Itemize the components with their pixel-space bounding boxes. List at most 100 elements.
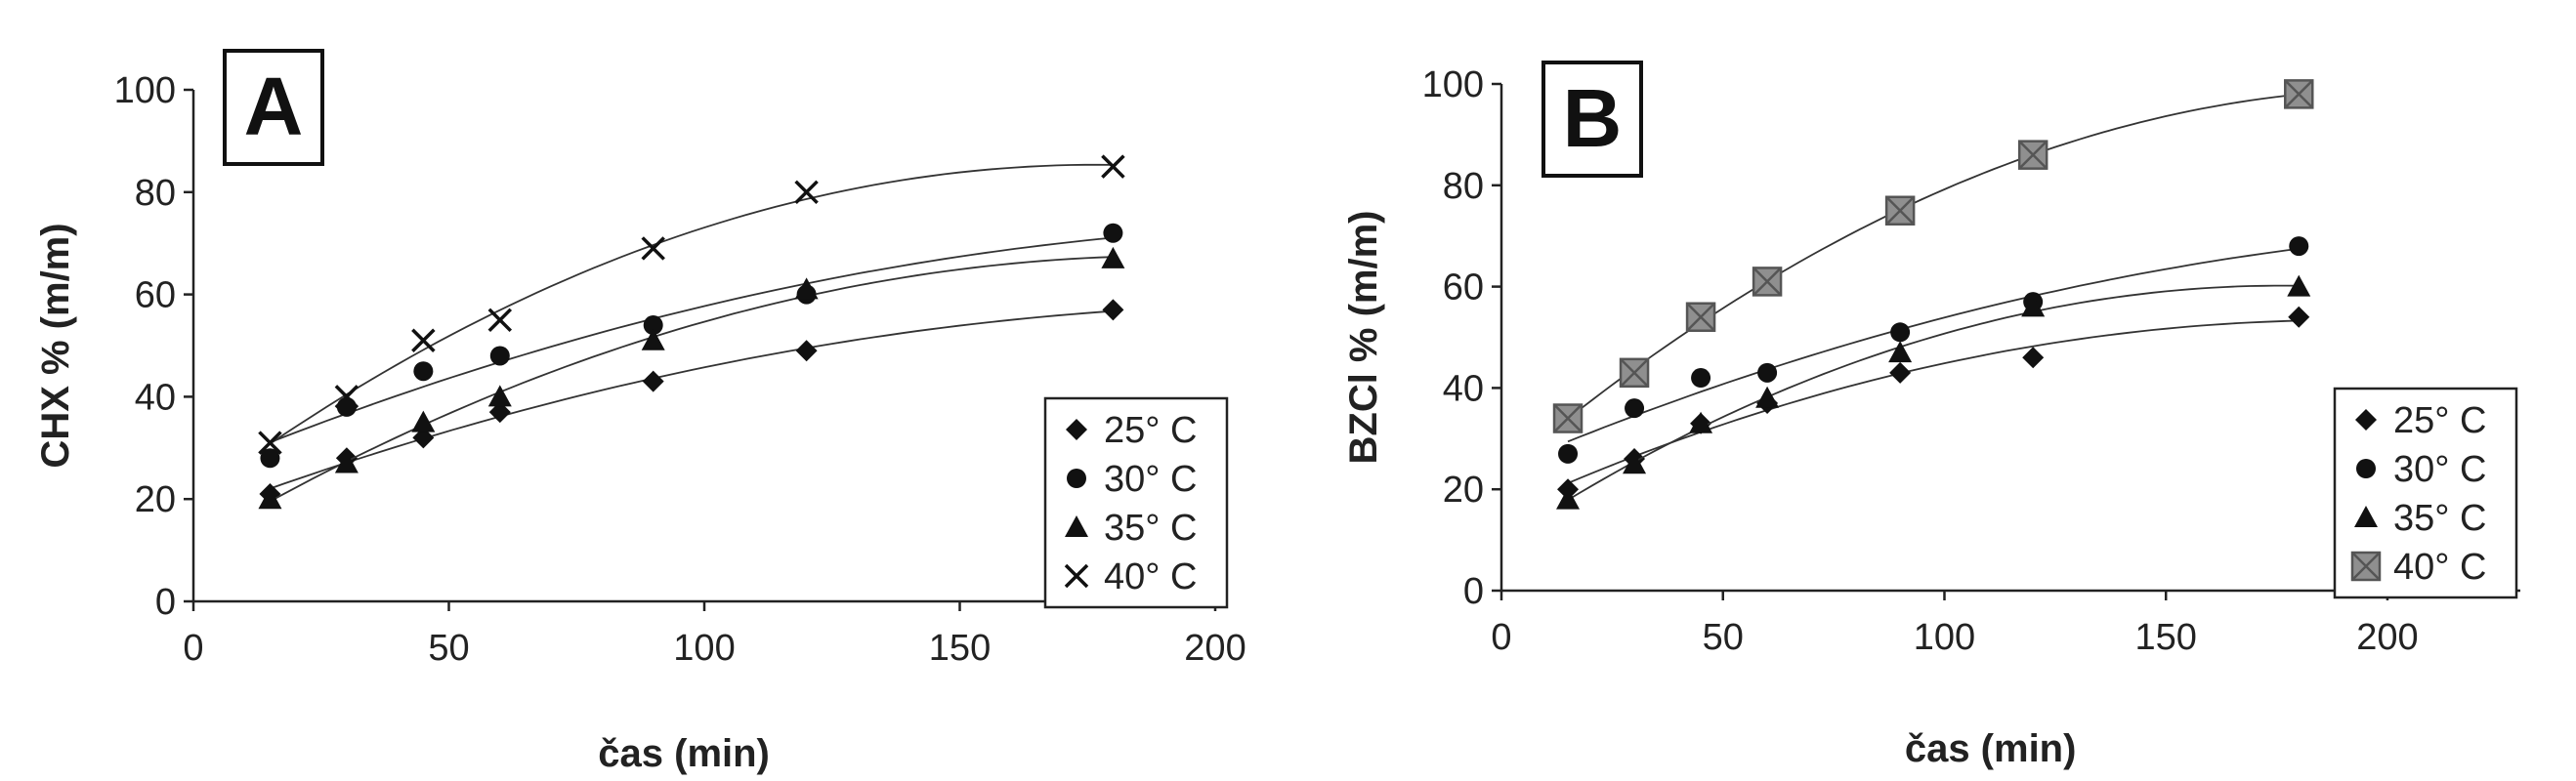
trendline (270, 309, 1114, 490)
data-point (487, 308, 513, 333)
x-tick-label: 100 (673, 628, 735, 669)
trendline (1567, 247, 2300, 443)
data-point (1689, 411, 1713, 433)
legend-marker (2356, 459, 2376, 478)
data-point (411, 328, 436, 352)
x-tick-label: 150 (2135, 617, 2197, 658)
series-2 (260, 223, 1123, 469)
series-4 (1552, 79, 2314, 433)
legend-item: 35° C (1065, 508, 1197, 549)
legend-item: 25° C (1066, 410, 1197, 451)
legend-item: 40° C (2350, 547, 2486, 588)
y-tick-label: 40 (135, 377, 176, 418)
data-point-cross (1686, 302, 1715, 332)
data-point (1101, 246, 1125, 268)
data-point (1888, 341, 1913, 363)
y-tick-label: 80 (135, 173, 176, 214)
data-point-cross (1620, 357, 1649, 388)
legend-label: 30° C (1104, 459, 1197, 500)
data-point (795, 340, 818, 362)
data-point (1757, 362, 1778, 383)
data-point (1556, 487, 1581, 510)
legend-marker (1064, 563, 1089, 589)
trendline (1567, 284, 2300, 501)
data-point (412, 427, 435, 449)
data-point (642, 370, 664, 392)
panel-label: B (1563, 72, 1623, 164)
data-point (488, 401, 511, 424)
legend-marker-cross (2351, 552, 2381, 581)
legend-label: 35° C (2393, 498, 2486, 539)
series-3 (1556, 274, 2311, 510)
data-point-cross (2284, 79, 2314, 109)
legend-marker (2354, 506, 2378, 527)
legend: 25° C 30° C 35° C 40° C (1043, 396, 1229, 609)
data-point (641, 328, 665, 350)
x-tick-label: 0 (183, 628, 203, 669)
data-point (2022, 347, 2045, 369)
data-point (1755, 386, 1780, 408)
x-tick-label: 200 (1184, 628, 1246, 669)
trendline (1567, 319, 2300, 484)
data-point (258, 487, 282, 510)
data-point (411, 410, 436, 432)
legend-marker (1065, 515, 1088, 537)
data-point (1558, 443, 1579, 464)
data-point (336, 396, 357, 417)
legend-item: 30° C (1067, 459, 1197, 500)
data-point (1691, 368, 1711, 389)
data-point (260, 448, 280, 469)
panel-label-box (223, 49, 324, 166)
legend-marker (1067, 469, 1086, 488)
data-point (487, 385, 512, 407)
x-tick-label: 150 (929, 628, 991, 669)
data-point (794, 277, 819, 300)
x-axis-label: čas (min) (1905, 727, 2077, 770)
series-1 (259, 299, 1124, 505)
legend-marker (2355, 409, 2377, 431)
panel-label: A (244, 61, 304, 152)
data-point (1889, 361, 1912, 384)
trendline (270, 236, 1114, 443)
data-point (258, 431, 282, 455)
data-point-cross (1885, 195, 1916, 226)
data-point (2021, 295, 2046, 317)
legend-label: 25° C (2393, 400, 2486, 441)
data-point (334, 385, 359, 409)
x-tick-label: 100 (1914, 617, 1975, 658)
legend-item: 30° C (2356, 449, 2486, 490)
y-tick-label: 80 (1443, 166, 1484, 207)
data-point-cross (1553, 403, 1583, 433)
data-point-cross (2018, 140, 2048, 170)
y-tick-label: 40 (1443, 368, 1484, 409)
x-tick-label: 0 (1491, 617, 1511, 658)
data-point (334, 451, 359, 473)
panel-label-box (1541, 61, 1643, 178)
data-point (1101, 154, 1125, 179)
data-point (1103, 223, 1123, 243)
trendline (1567, 93, 2300, 420)
data-point (1890, 322, 1911, 343)
y-tick-label: 60 (1443, 267, 1484, 308)
legend-label: 25° C (1104, 410, 1197, 451)
data-point (2287, 274, 2311, 297)
data-point (643, 315, 663, 336)
series-2 (1558, 236, 2309, 464)
series-1 (1557, 306, 2310, 501)
legend-label: 35° C (1104, 508, 1197, 549)
chart-panel-b: 0 20 40 60 80 100 0 50 100 150 200 BZCl % (m/m) čas … (1342, 61, 2520, 770)
data-point (2288, 306, 2310, 328)
legend-marker (1066, 419, 1087, 440)
series-3 (258, 246, 1125, 510)
y-tick-label: 100 (114, 70, 176, 111)
trendline (269, 163, 1114, 445)
x-tick-label: 50 (1703, 617, 1744, 658)
y-tick-label: 100 (1422, 64, 1484, 105)
y-axis-label: CHX % (m/m) (34, 223, 77, 468)
legend-item: 25° C (2355, 400, 2486, 441)
legend-item: 35° C (2354, 498, 2486, 539)
legend-label: 40° C (1104, 556, 1197, 597)
x-tick-label: 50 (428, 628, 469, 669)
data-point (2289, 236, 2309, 257)
